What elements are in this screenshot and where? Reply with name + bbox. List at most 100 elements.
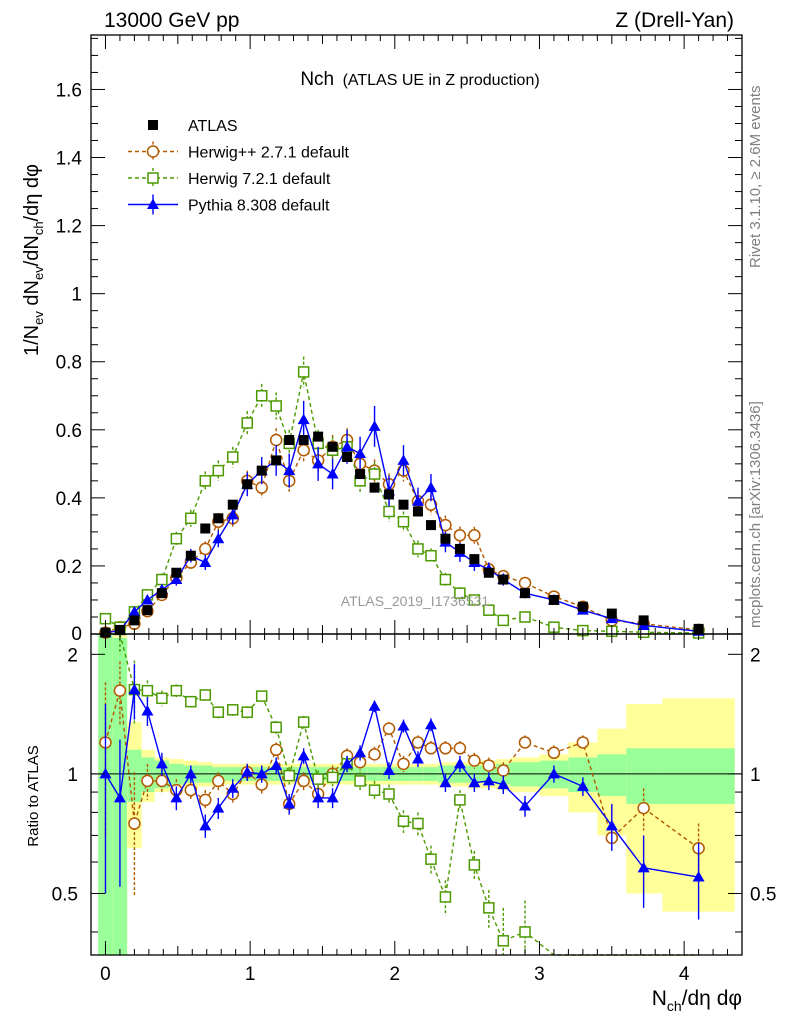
- data-point: [638, 615, 649, 626]
- y-tick-label: 0.4: [56, 489, 83, 510]
- data-point: [518, 576, 532, 590]
- ratio-series-pythia-8-308-default: [99, 664, 705, 920]
- legend-label: Herwig++ 2.7.1 default: [188, 145, 350, 162]
- data-point: [439, 518, 452, 532]
- data-point: [483, 567, 494, 578]
- legend-label: ATLAS: [188, 118, 238, 135]
- ratio-point: [576, 780, 589, 791]
- data-point: [469, 554, 480, 565]
- data-point: [520, 588, 530, 599]
- ratio-point: [482, 759, 496, 772]
- ratio-point: [270, 721, 282, 734]
- ratio-point: [576, 736, 590, 749]
- legend: ATLAS Herwig++ 2.7.1 default Herwig 7.2.1 …: [128, 118, 350, 215]
- data-point: [212, 532, 225, 544]
- legend-entry-atlas: ATLAS: [148, 118, 238, 135]
- ratio-point: [411, 753, 424, 764]
- ratio-point: [368, 784, 381, 796]
- ratio-panel-frame: [90, 633, 743, 956]
- legend-label: Pythia 8.308 default: [188, 198, 330, 215]
- data-point: [141, 593, 154, 605]
- data-point: [142, 605, 153, 616]
- stat-uncertainty-band: [127, 749, 142, 802]
- legend-marker: [146, 145, 160, 158]
- data-point: [424, 481, 437, 493]
- ratio-point: [212, 706, 225, 718]
- data-point: [284, 435, 295, 446]
- ratio-point: [497, 764, 510, 777]
- data-point: [498, 574, 509, 585]
- legend-label: Herwig 7.2.1 default: [188, 171, 331, 188]
- ratio-point: [155, 774, 169, 788]
- legend-marker: [147, 172, 159, 184]
- ratio-point: [637, 861, 650, 873]
- data-point: [383, 505, 395, 518]
- ratio-point: [128, 683, 141, 695]
- data-point: [519, 611, 531, 623]
- data-point: [297, 366, 310, 378]
- ratio-point: [326, 771, 339, 784]
- stat-uncertainty-band: [626, 748, 663, 804]
- data-point: [199, 475, 212, 487]
- y-tick-label: 0.2: [56, 557, 82, 578]
- ratio-y-tick-label-right: 2: [750, 645, 761, 666]
- ratio-point: [297, 749, 310, 761]
- ratio-panel-series: [99, 633, 705, 956]
- data-point: [397, 454, 410, 465]
- stat-uncertainty-band: [597, 754, 627, 796]
- ratio-point: [439, 776, 452, 788]
- data-point: [355, 469, 366, 480]
- ratio-point: [312, 791, 325, 803]
- x-tick-label: 3: [534, 964, 545, 985]
- y-tick-label: 0: [71, 624, 82, 645]
- data-point: [297, 443, 310, 457]
- ratio-point: [99, 767, 112, 779]
- data-point: [255, 390, 268, 402]
- data-point: [468, 594, 481, 606]
- data-point: [242, 479, 253, 490]
- data-point: [411, 495, 424, 506]
- ratio-point: [519, 800, 531, 811]
- ratio-y-tick-label-right: 0.5: [750, 884, 776, 905]
- ratio-point: [439, 742, 452, 755]
- data-point: [368, 468, 381, 480]
- data-point: [227, 499, 238, 510]
- legend-marker: [148, 120, 158, 130]
- ratio-point: [199, 819, 212, 831]
- data-point: [483, 604, 495, 616]
- x-tick-label: 0: [100, 964, 111, 985]
- x-tick-label: 4: [679, 964, 690, 985]
- data-point: [454, 587, 466, 599]
- mcplots-source-label: mcplots.cern.ch [arXiv:1306.3436]: [747, 401, 764, 628]
- stat-uncertainty-band: [662, 748, 735, 804]
- y-tick-label: 1.6: [56, 80, 82, 101]
- data-point: [298, 435, 309, 446]
- ratio-point: [241, 706, 253, 718]
- y-axis-label: 1/Nev dNev/dNch/dη dφ: [21, 164, 46, 356]
- data-point: [312, 457, 325, 469]
- data-point: [412, 543, 424, 555]
- data-point: [397, 515, 410, 528]
- ratio-point: [468, 776, 481, 788]
- ratio-point: [170, 791, 183, 803]
- data-point: [200, 523, 211, 534]
- legend-entry-herwig-2-7-1-default: Herwig++ 2.7.1 default: [128, 141, 350, 162]
- data-point: [439, 573, 452, 586]
- data-point: [326, 468, 339, 479]
- data-point: [213, 513, 224, 524]
- data-point: [606, 608, 617, 619]
- ratio-point: [547, 746, 561, 760]
- chart-title-main: Nch: [300, 69, 334, 90]
- ratio-y-tick-label-right: 1: [750, 765, 761, 786]
- ratio-point: [255, 767, 268, 779]
- ratio-point: [439, 891, 452, 903]
- data-point: [212, 464, 225, 477]
- data-point: [170, 532, 183, 545]
- ratio-point: [326, 791, 339, 803]
- ratio-y-tick-label: 1: [67, 765, 78, 786]
- ratio-point: [383, 764, 396, 775]
- header-process-label: Z (Drell-Yan): [615, 9, 734, 32]
- y-tick-label: 0.6: [56, 421, 82, 442]
- ratio-point: [354, 775, 366, 787]
